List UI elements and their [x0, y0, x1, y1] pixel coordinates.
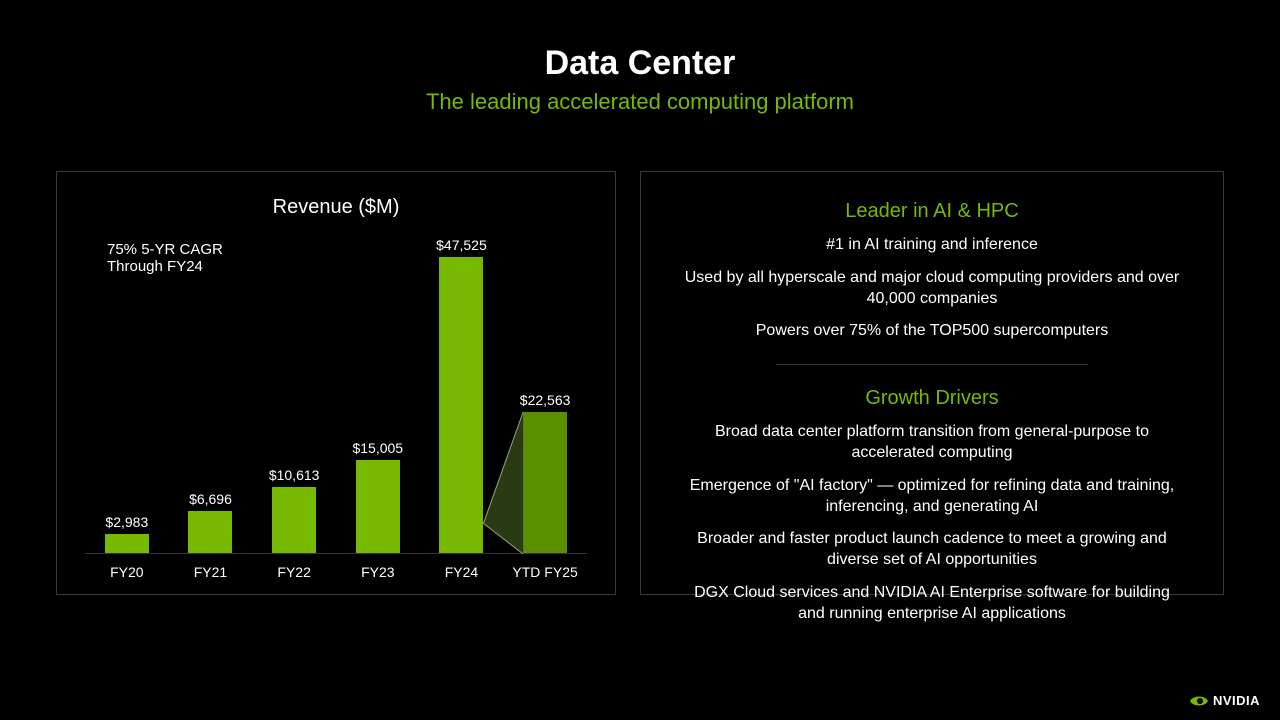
section-divider	[776, 364, 1087, 365]
section-growth-items: Broad data center platform transition fr…	[681, 422, 1183, 624]
x-axis-label: FY21	[170, 558, 250, 582]
bar-group: $22,563	[505, 392, 585, 553]
bar-group: $15,005	[338, 440, 418, 553]
text-bullet: #1 in AI training and inference	[681, 235, 1183, 256]
x-axis-label: FY23	[338, 558, 418, 582]
bar-value-label: $15,005	[352, 440, 403, 456]
bar-value-label: $22,563	[520, 392, 571, 408]
slide-subtitle: The leading accelerated computing platfo…	[0, 89, 1280, 115]
section-leader-items: #1 in AI training and inference Used by a…	[681, 235, 1183, 342]
slide-header: Data Center The leading accelerated comp…	[0, 0, 1280, 115]
content-row: Revenue ($M) 75% 5-YR CAGR Through FY24 …	[0, 115, 1280, 595]
text-panel: Leader in AI & HPC #1 in AI training and…	[640, 171, 1224, 595]
text-bullet: DGX Cloud services and NVIDIA AI Enterpr…	[681, 583, 1183, 625]
nvidia-eye-icon	[1189, 694, 1209, 708]
text-bullet: Broad data center platform transition fr…	[681, 422, 1183, 464]
text-bullet: Broader and faster product launch cadenc…	[681, 529, 1183, 571]
section-leader-title: Leader in AI & HPC	[681, 200, 1183, 223]
bar-group: $2,983	[87, 514, 167, 553]
bar-value-label: $47,525	[436, 237, 487, 253]
bar-rect	[523, 412, 567, 553]
text-bullet: Used by all hyperscale and major cloud c…	[681, 268, 1183, 310]
slide-title: Data Center	[0, 44, 1280, 83]
bar-rect	[272, 487, 316, 553]
bar-rect	[439, 257, 483, 553]
x-axis-labels: FY20FY21FY22FY23FY24YTD FY25	[85, 558, 587, 582]
bar-group: $10,613	[254, 467, 334, 553]
bar-value-label: $10,613	[269, 467, 320, 483]
x-axis-label: FY24	[421, 558, 501, 582]
text-bullet: Emergence of "AI factory" — optimized fo…	[681, 476, 1183, 518]
x-axis-label: FY22	[254, 558, 334, 582]
bar-rect	[356, 460, 400, 553]
text-bullet: Powers over 75% of the TOP500 supercompu…	[681, 321, 1183, 342]
nvidia-logo: NVIDIA	[1189, 693, 1260, 708]
x-axis-label: YTD FY25	[505, 558, 585, 582]
chart-title: Revenue ($M)	[85, 196, 587, 219]
bar-value-label: $2,983	[105, 514, 148, 530]
bars-container: $2,983$6,696$10,613$15,005$47,525$22,563	[85, 242, 587, 554]
bar-rect	[105, 534, 149, 553]
section-growth-title: Growth Drivers	[681, 387, 1183, 410]
bar-group: $47,525	[421, 237, 501, 553]
bar-group: $6,696	[170, 491, 250, 553]
bar-rect	[188, 511, 232, 553]
bar-value-label: $6,696	[189, 491, 232, 507]
revenue-chart-panel: Revenue ($M) 75% 5-YR CAGR Through FY24 …	[56, 171, 616, 595]
chart-area: $2,983$6,696$10,613$15,005$47,525$22,563…	[85, 242, 587, 582]
x-axis-label: FY20	[87, 558, 167, 582]
nvidia-logo-text: NVIDIA	[1213, 693, 1260, 708]
